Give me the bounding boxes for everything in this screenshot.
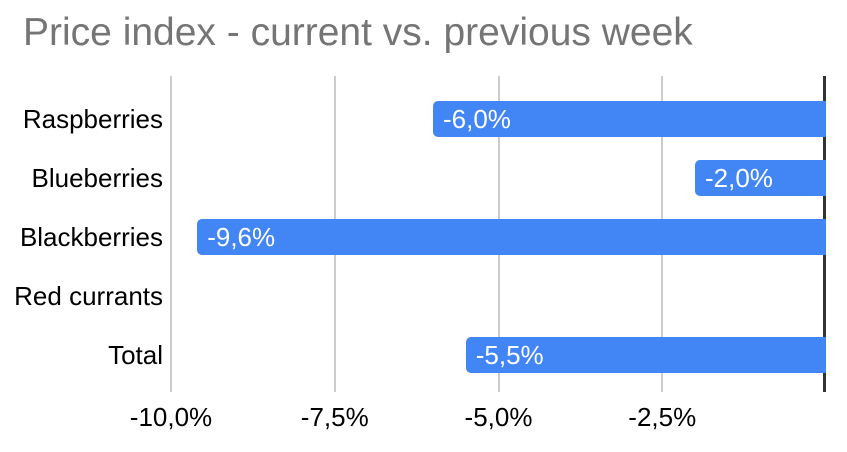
bar: -6,0% <box>433 101 826 137</box>
plot-area: -6,0% -2,0% -9,6% -5,5% <box>170 76 826 392</box>
bar-value-label: -6,0% <box>443 104 511 134</box>
chart-title: Price index - current vs. previous week <box>23 11 693 54</box>
bar-value-label: -2,0% <box>705 163 773 193</box>
bar-value-label: -9,6% <box>207 222 276 252</box>
category-axis: Raspberries Blueberries Blackberries Red cu… <box>0 0 163 452</box>
bar: -5,5% <box>465 337 826 373</box>
x-axis: -10,0% -7,5% -5,0% -2,5% <box>0 402 847 436</box>
gridline <box>170 76 172 392</box>
category-label: Blackberries <box>19 222 163 252</box>
x-tick-label: -2,5% <box>628 402 697 432</box>
bar-value-label: -5,5% <box>475 340 544 370</box>
x-tick-label: -10,0% <box>129 402 213 432</box>
x-tick-label: -7,5% <box>300 402 369 432</box>
bar: -9,6% <box>197 219 826 255</box>
bar: -2,0% <box>695 160 826 196</box>
category-label: Total <box>108 340 163 370</box>
category-label: Red currants <box>14 281 163 311</box>
category-label: Raspberries <box>22 104 163 134</box>
category-label: Blueberries <box>31 163 163 193</box>
x-tick-label: -5,0% <box>464 402 533 432</box>
